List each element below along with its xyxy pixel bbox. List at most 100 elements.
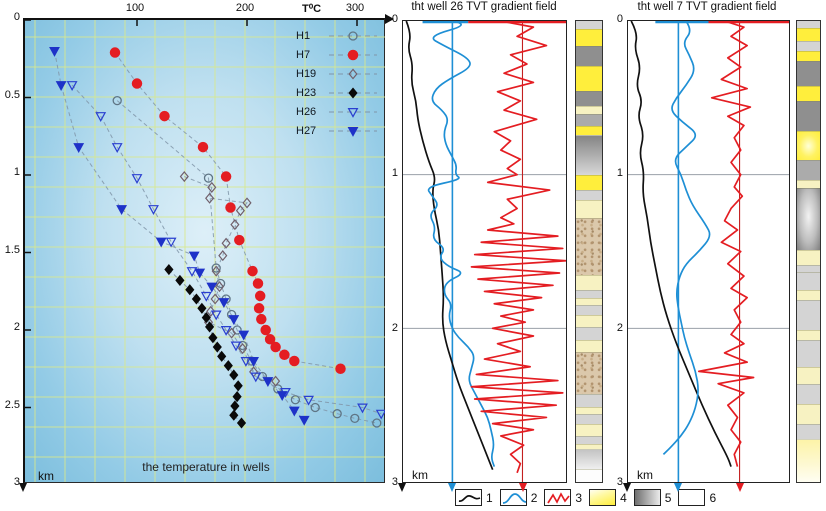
panel7-strat-column [796,20,821,483]
panel26-title: tht well 26 TVT gradient field [411,1,557,13]
point-H19 [210,293,220,305]
point-H26 [230,341,242,352]
strat-band-pale [576,407,602,415]
strat-band-dgray [576,90,602,106]
curve-2 [427,20,496,467]
point-H7 [347,49,359,60]
legend-marker-H19 [329,67,377,80]
point-H1 [348,30,358,41]
legend-label-H26: H26 [296,105,317,118]
strat-band-lgray [797,339,820,368]
strat-band-pale [576,444,602,450]
strat-band-gray [797,160,820,181]
depth-axis-arrow-icon [623,483,631,492]
point-H19 [230,219,240,231]
point-H1 [203,173,214,183]
point-H26 [347,107,359,118]
panel7-plot-area [627,20,790,483]
temp-caption: the temperature in wells [142,460,270,474]
point-H23 [185,284,195,296]
blue-line-arrow-icon [674,483,683,492]
legend-item-2: 2 [499,489,537,506]
strat-band-sand [576,351,602,395]
legend-marker-H27 [329,126,377,137]
strat-band-lgray [576,304,602,315]
depth-tick-label: 3 [391,476,398,488]
point-H7 [335,363,346,374]
strat-band-pale [797,367,820,385]
depth-tick-label: 3 [616,476,623,488]
strat-band-yel [576,125,602,135]
point-H26 [95,112,107,122]
point-H23 [164,264,174,276]
strat-band-pale [576,200,602,219]
point-H1 [290,395,301,405]
legend-marker-H1 [329,30,377,41]
point-H27 [188,251,200,262]
curve-3 [697,20,755,467]
point-H19 [242,197,252,209]
point-H27 [55,81,67,91]
point-H23 [232,391,242,403]
point-H26 [210,310,222,321]
point-H1 [332,409,342,419]
strat-band-pale [576,105,602,114]
strat-band-yel [797,50,820,61]
point-H27 [49,47,60,57]
panel26-curves [403,20,567,482]
point-H7 [247,265,258,277]
point-H19 [235,205,245,217]
point-H19 [205,192,215,204]
strat-band-pale [576,274,602,290]
panel26-km-unit-label: km [412,468,428,482]
point-H7 [131,78,143,89]
depth-axis-arrow-icon [398,483,406,492]
temperature-chart [25,20,385,482]
strat-band-pale [797,289,820,300]
connector-H7 [114,52,341,370]
point-H7 [109,47,121,58]
point-H19 [214,281,225,293]
point-H23 [212,341,222,353]
point-H7 [220,171,232,182]
panel7-curves [628,20,789,482]
point-H19 [271,375,281,387]
curve-2 [662,20,711,455]
strat-band-lgray [797,40,820,51]
depth-tick-label: 1 [391,167,398,180]
point-H7 [159,110,170,122]
point-H27 [116,205,128,215]
point-H7 [225,202,236,213]
point-H26 [186,267,198,277]
point-H27 [194,268,206,279]
strat-band-pale [576,314,602,327]
legend-label-H27: H27 [296,124,317,137]
point-H7 [253,303,265,314]
strat-band-lgray [797,264,820,272]
point-H26 [375,409,385,420]
strat-band-pale [797,329,820,340]
strat-band-lgray [797,21,820,28]
point-H23 [236,417,247,429]
legend-marker-H23 [329,86,377,99]
point-H26 [131,174,143,184]
legend-number: 1 [486,490,493,505]
point-H7 [256,313,267,325]
legend-label-H23: H23 [296,86,317,99]
point-H19 [207,181,217,193]
connector-H19 [184,176,276,382]
point-H19 [227,327,237,339]
curve-3 [470,20,567,474]
point-H7 [254,290,266,302]
blue-line-arrow-icon [447,483,456,492]
legend-item-5: 5 [633,489,671,506]
strat-band-lgray [797,384,820,405]
point-H27 [206,282,218,293]
strat-band-dgray [576,45,602,66]
legend-marker-H7 [329,49,377,60]
strat-band-lgray [576,414,602,425]
legend-item-3: 3 [544,489,582,506]
connector-H1 [116,100,377,424]
temp-y-tick-label: 1.5 [4,243,20,256]
